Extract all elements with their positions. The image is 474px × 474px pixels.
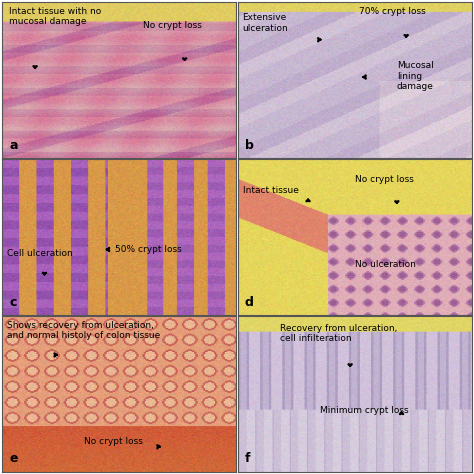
Text: Cell ulceration: Cell ulceration [7, 249, 73, 258]
Text: Extensive
ulceration: Extensive ulceration [243, 13, 288, 33]
Text: Minimum crypt loss: Minimum crypt loss [320, 406, 409, 415]
Text: No crypt loss: No crypt loss [84, 438, 143, 447]
Text: No crypt loss: No crypt loss [143, 21, 201, 30]
Text: 70% crypt loss: 70% crypt loss [359, 7, 426, 16]
Text: No ulceration: No ulceration [355, 260, 416, 269]
Text: a: a [9, 139, 18, 152]
Text: f: f [245, 452, 250, 465]
Text: Recovery from ulceration,
cell infilteration: Recovery from ulceration, cell infiltera… [280, 324, 397, 343]
Text: No crypt loss: No crypt loss [355, 175, 414, 184]
Text: d: d [245, 296, 254, 309]
Text: Shows recovery from ulceration,
and normal histoly of colon tissue: Shows recovery from ulceration, and norm… [7, 321, 160, 340]
Text: c: c [9, 296, 17, 309]
Text: e: e [9, 452, 18, 465]
Text: b: b [245, 139, 254, 152]
Text: Intact tissue with no
mucosal damage: Intact tissue with no mucosal damage [9, 7, 101, 27]
Text: Mucosal
lining
damage: Mucosal lining damage [397, 62, 434, 91]
Text: Intact tissue: Intact tissue [243, 186, 299, 195]
Text: 50% crypt loss: 50% crypt loss [115, 245, 181, 254]
